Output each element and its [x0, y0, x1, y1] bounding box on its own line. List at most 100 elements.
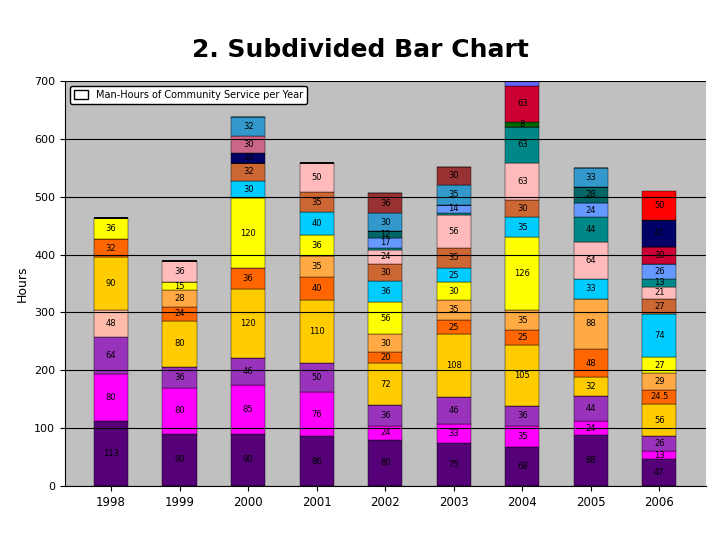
Text: 36: 36 — [380, 199, 390, 207]
Bar — [368, 250, 402, 264]
Bar — [94, 218, 128, 239]
Text: 13: 13 — [654, 279, 665, 287]
Bar — [368, 426, 402, 440]
Text: 75: 75 — [449, 460, 459, 469]
Bar — [368, 213, 402, 231]
Text: 126: 126 — [514, 269, 530, 278]
Text: 63: 63 — [517, 177, 528, 186]
Bar — [231, 153, 265, 163]
Text: 85: 85 — [243, 405, 253, 414]
Text: 25: 25 — [517, 333, 528, 342]
Bar — [574, 203, 608, 217]
Text: 36: 36 — [380, 287, 390, 296]
Bar — [436, 397, 471, 423]
Text: 68: 68 — [517, 462, 528, 471]
Bar — [368, 352, 402, 363]
Text: 12: 12 — [380, 230, 390, 239]
Bar — [300, 163, 334, 192]
Text: 50: 50 — [312, 173, 322, 182]
Bar — [505, 217, 539, 237]
Text: 47: 47 — [654, 468, 665, 477]
Bar — [574, 217, 608, 242]
Bar — [231, 163, 265, 181]
Bar — [642, 373, 677, 390]
Bar — [368, 231, 402, 238]
Text: 36: 36 — [243, 274, 253, 283]
Bar — [300, 256, 334, 276]
Text: 30: 30 — [380, 218, 390, 227]
Text: 36: 36 — [174, 373, 185, 382]
Text: 30: 30 — [380, 268, 390, 277]
Bar — [574, 280, 608, 299]
Text: 30: 30 — [517, 28, 528, 37]
Text: 36: 36 — [311, 241, 322, 251]
Text: 35: 35 — [311, 198, 322, 207]
Bar — [642, 436, 677, 451]
Bar — [436, 215, 471, 248]
Bar — [642, 314, 677, 357]
Text: 8: 8 — [520, 120, 525, 129]
Bar — [163, 261, 197, 282]
Bar — [300, 300, 334, 363]
Text: 80: 80 — [174, 339, 185, 348]
Text: 47: 47 — [654, 228, 665, 238]
Bar — [163, 282, 197, 291]
Text: 32: 32 — [106, 244, 117, 253]
Text: 120: 120 — [240, 228, 256, 238]
Bar — [505, 47, 539, 86]
Text: 27: 27 — [654, 361, 665, 369]
Text: 120: 120 — [240, 319, 256, 328]
Text: 44: 44 — [585, 404, 596, 413]
Bar — [231, 268, 265, 289]
Text: 25: 25 — [449, 271, 459, 280]
Bar — [505, 447, 539, 486]
Text: 24.5: 24.5 — [650, 392, 669, 401]
Bar — [505, 427, 539, 447]
Bar — [505, 0, 539, 5]
Text: 46: 46 — [449, 406, 459, 415]
Bar — [505, 5, 539, 24]
Bar — [505, 163, 539, 200]
Bar — [300, 276, 334, 300]
Bar — [642, 264, 677, 279]
Bar — [505, 237, 539, 310]
Bar — [436, 423, 471, 443]
Text: 27: 27 — [654, 302, 665, 311]
Text: 56: 56 — [449, 227, 459, 236]
Bar — [436, 205, 471, 213]
Text: 56: 56 — [380, 314, 390, 323]
Text: 80: 80 — [174, 406, 185, 415]
Bar — [505, 41, 539, 47]
Bar — [300, 212, 334, 235]
Bar — [163, 388, 197, 434]
Bar — [436, 443, 471, 486]
Text: 40: 40 — [312, 219, 322, 228]
Text: 50: 50 — [312, 373, 322, 382]
Text: 16: 16 — [243, 153, 253, 163]
Text: 36: 36 — [380, 411, 390, 420]
Text: 90: 90 — [243, 455, 253, 464]
Text: 32: 32 — [243, 167, 253, 177]
Bar — [94, 239, 128, 258]
Bar — [574, 377, 608, 396]
Text: 30: 30 — [449, 287, 459, 295]
Bar — [368, 363, 402, 405]
Text: 90: 90 — [106, 279, 117, 288]
Bar — [300, 235, 334, 256]
Text: 88: 88 — [585, 320, 596, 328]
Text: 35: 35 — [517, 316, 528, 325]
Bar — [436, 320, 471, 334]
Bar — [505, 345, 539, 406]
Bar — [574, 349, 608, 377]
Bar — [574, 435, 608, 486]
Text: 36: 36 — [517, 411, 528, 421]
Text: 30: 30 — [449, 171, 459, 180]
Text: 25: 25 — [449, 323, 459, 332]
Y-axis label: Hours: Hours — [15, 265, 28, 302]
Bar — [368, 238, 402, 248]
Bar — [505, 127, 539, 163]
Text: 63: 63 — [517, 140, 528, 150]
Text: 63: 63 — [517, 99, 528, 109]
Bar — [368, 248, 402, 250]
Bar — [505, 310, 539, 330]
